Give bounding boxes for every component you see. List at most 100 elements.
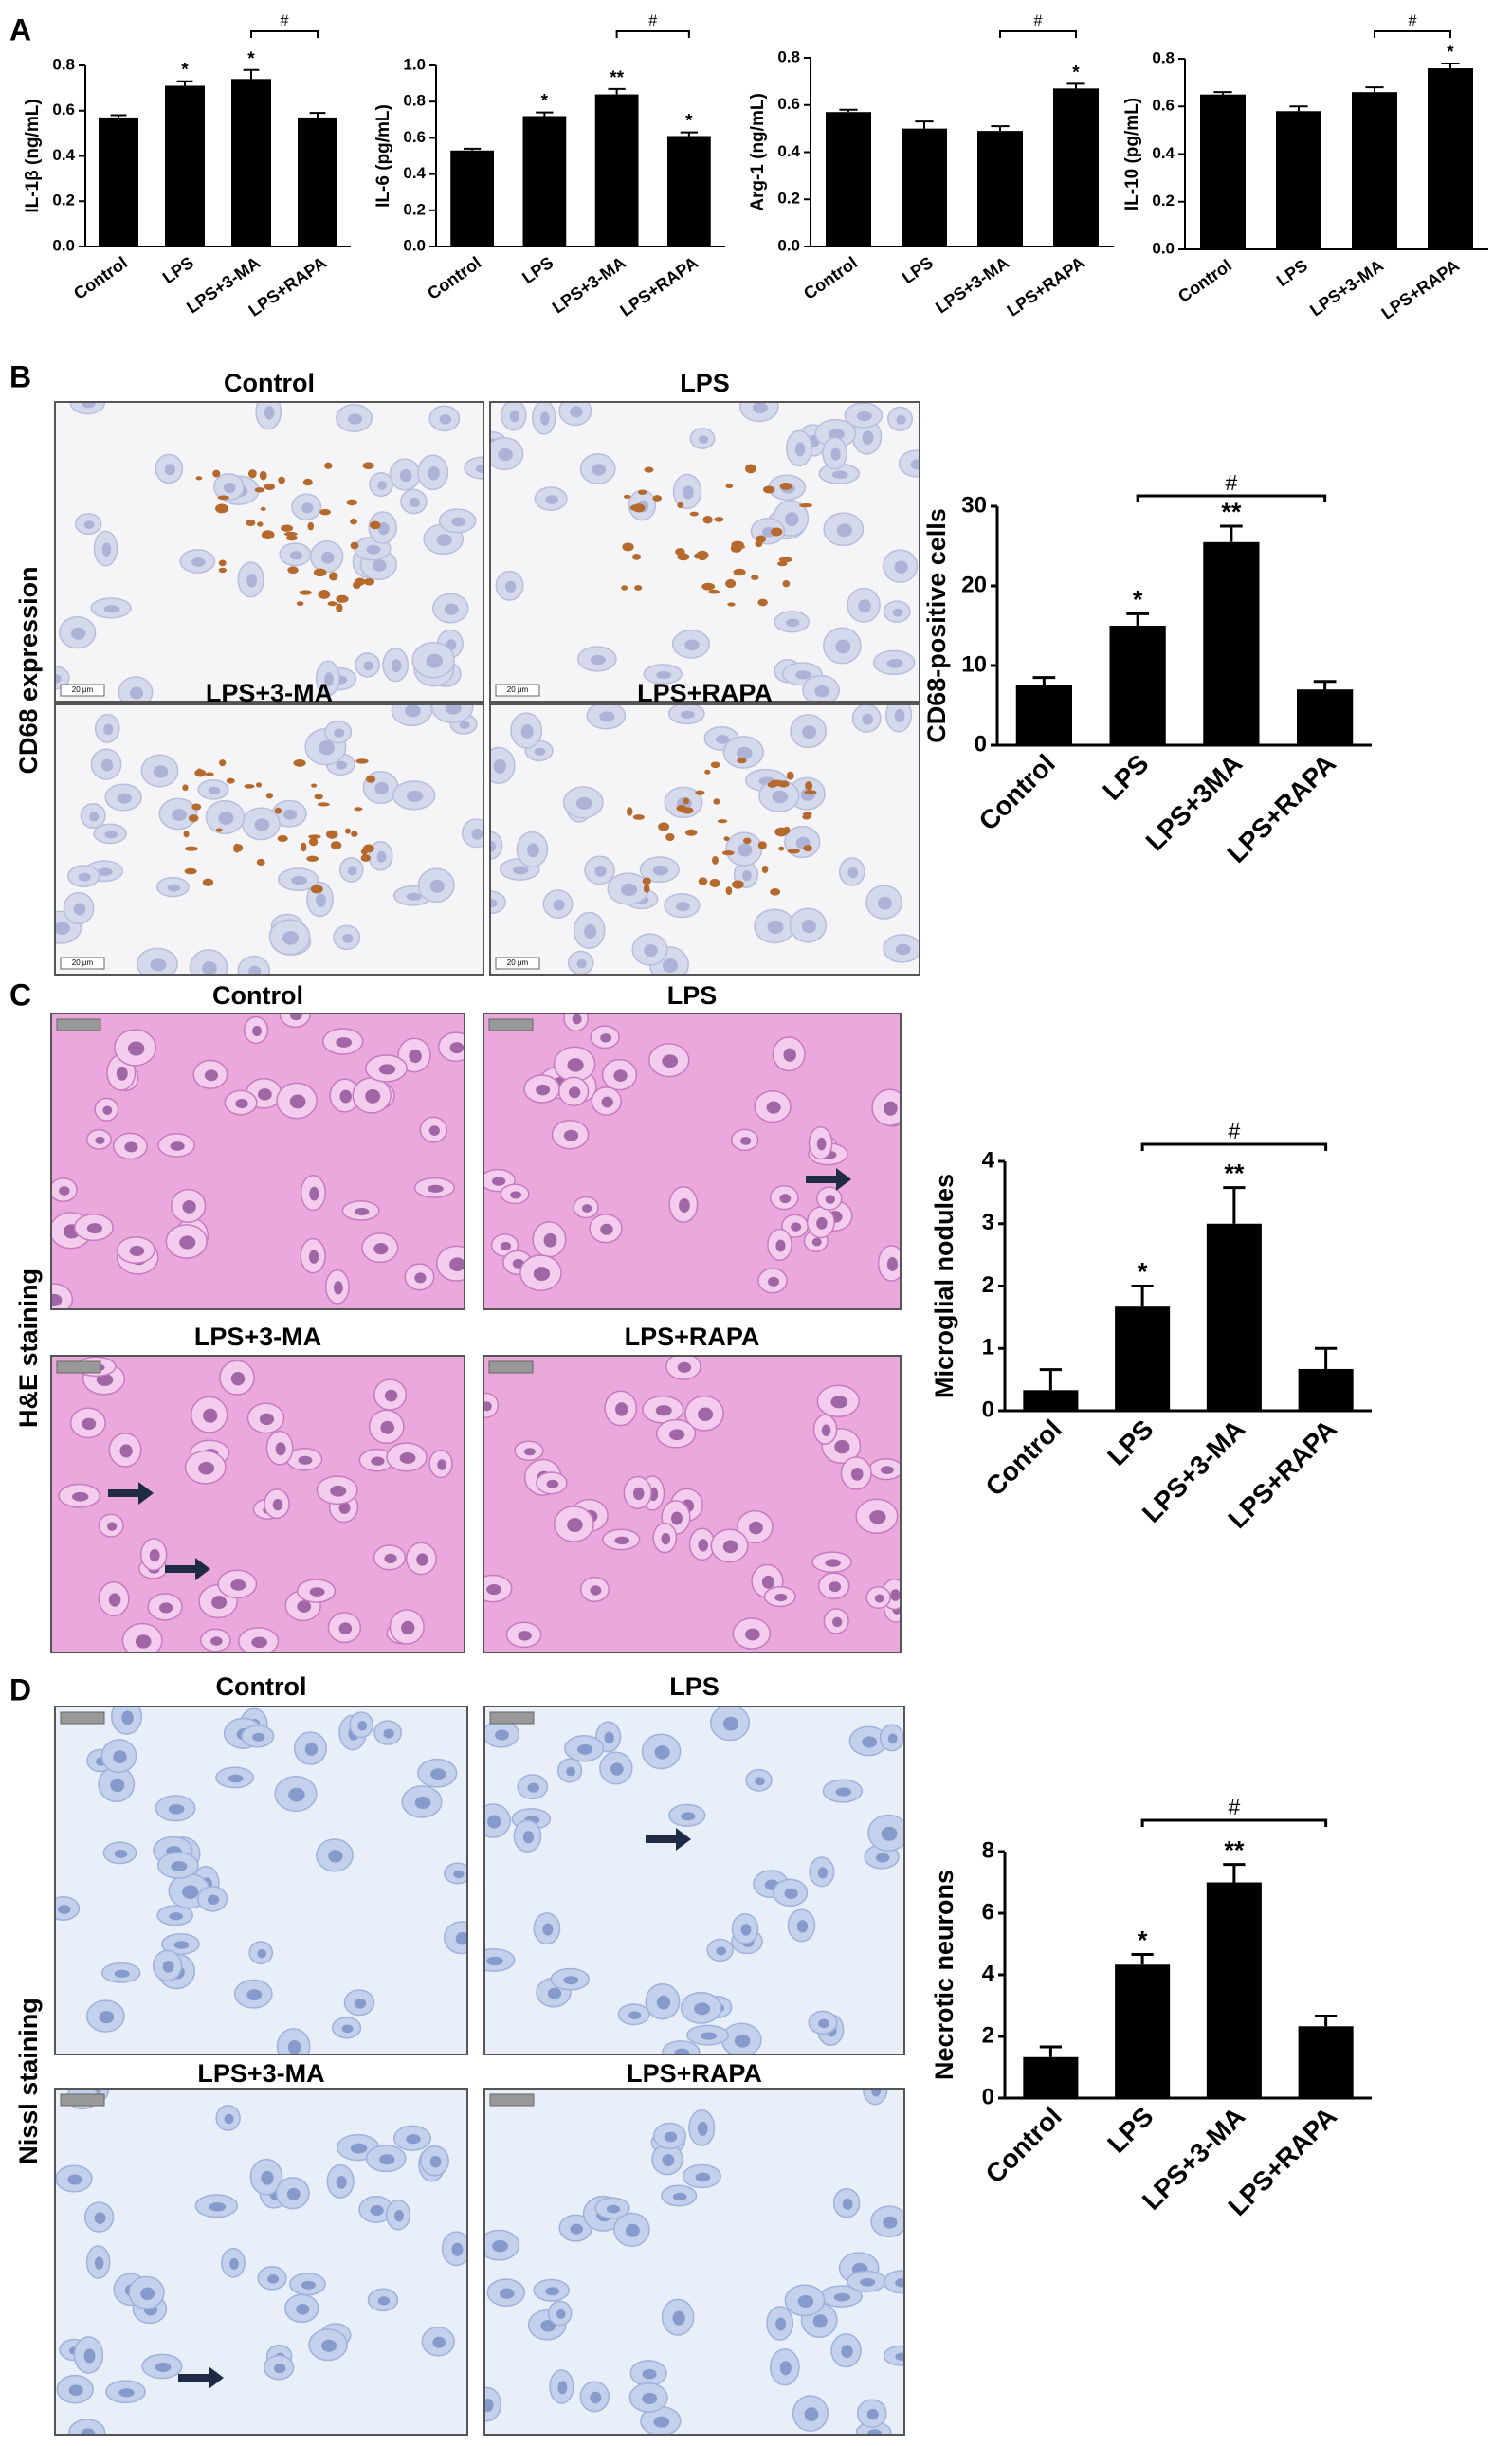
bar bbox=[99, 117, 138, 246]
bar bbox=[450, 150, 494, 246]
nucleus bbox=[95, 1136, 105, 1144]
nucleus bbox=[261, 2170, 274, 2185]
nucleus bbox=[563, 1976, 579, 1985]
y-tick-label: 0.0 bbox=[777, 236, 800, 254]
nucleus bbox=[632, 1487, 645, 1501]
nucleus bbox=[786, 618, 800, 628]
bar bbox=[1109, 626, 1166, 745]
stain bbox=[327, 601, 337, 607]
nucleus bbox=[835, 1787, 852, 1797]
stain bbox=[256, 858, 265, 867]
scale-bar-label: 20 μm bbox=[72, 958, 94, 967]
nucleus bbox=[459, 721, 470, 729]
nucleus bbox=[684, 639, 700, 651]
stain bbox=[236, 844, 244, 852]
nucleus bbox=[171, 1861, 188, 1871]
bar bbox=[1297, 689, 1354, 745]
nucleus bbox=[556, 2309, 566, 2319]
nucleus bbox=[129, 686, 144, 700]
nucleus bbox=[135, 1634, 152, 1649]
stain bbox=[299, 590, 312, 595]
nucleus bbox=[566, 1766, 576, 1777]
nucleus bbox=[878, 896, 892, 910]
stain bbox=[196, 768, 203, 776]
nucleus bbox=[71, 627, 86, 640]
error-bar bbox=[1315, 2015, 1338, 2027]
nucleus bbox=[182, 1885, 199, 1899]
micrograph-content bbox=[484, 1707, 904, 2054]
nucleus bbox=[399, 468, 412, 483]
bar bbox=[1298, 2026, 1354, 2098]
nucleus bbox=[380, 1420, 394, 1434]
bracket-label: # bbox=[1409, 12, 1417, 29]
nucleus bbox=[246, 574, 257, 588]
nucleus bbox=[114, 1849, 128, 1858]
stain bbox=[736, 544, 746, 549]
nucleus bbox=[794, 442, 806, 457]
nucleus bbox=[102, 1105, 113, 1115]
bar bbox=[1015, 685, 1072, 745]
stain bbox=[317, 802, 330, 807]
nucleus bbox=[715, 735, 730, 744]
nucleus bbox=[230, 1579, 246, 1591]
y-tick-label: 20 bbox=[961, 572, 987, 597]
error-bar bbox=[1365, 86, 1384, 93]
error-bar bbox=[176, 80, 193, 86]
nucleus bbox=[229, 2257, 239, 2270]
nucleus bbox=[289, 551, 302, 560]
bar bbox=[1276, 111, 1321, 250]
scale-bar-box bbox=[56, 1018, 101, 1031]
arrow bbox=[165, 1558, 210, 1580]
micrograph-frame bbox=[54, 703, 484, 976]
nucleus bbox=[510, 1191, 522, 1199]
error-bar bbox=[1126, 612, 1149, 626]
nucleus bbox=[252, 1732, 265, 1742]
stain bbox=[727, 602, 736, 607]
y-tick-label: 0 bbox=[982, 1396, 994, 1422]
nucleus bbox=[784, 1888, 798, 1899]
significance-marker: * bbox=[1138, 1258, 1148, 1287]
x-tick-label: LPS+RAPA bbox=[1378, 256, 1463, 323]
nucleus bbox=[429, 2155, 442, 2168]
nucleus bbox=[357, 1721, 368, 1731]
stain bbox=[733, 568, 746, 576]
nucleus bbox=[801, 919, 817, 934]
y-tick-label: 0.6 bbox=[52, 100, 75, 119]
error-bar bbox=[1289, 105, 1308, 112]
nucleus bbox=[289, 1013, 302, 1021]
nucleus bbox=[354, 1207, 370, 1215]
significance-bracket bbox=[250, 30, 319, 38]
nucleus bbox=[796, 1920, 809, 1933]
stain bbox=[183, 831, 190, 838]
nucleus bbox=[567, 1518, 583, 1532]
nucleus bbox=[577, 1743, 593, 1755]
nucleus bbox=[170, 1141, 185, 1151]
y-tick-label: 2 bbox=[982, 2022, 994, 2048]
stain bbox=[287, 566, 299, 575]
nucleus bbox=[830, 447, 841, 461]
nucleus bbox=[841, 2345, 853, 2359]
nucleus bbox=[86, 1223, 103, 1234]
nucleus bbox=[167, 884, 181, 892]
nucleus bbox=[487, 1815, 501, 1829]
nucleus bbox=[334, 728, 345, 738]
nucleus bbox=[850, 1468, 864, 1481]
nucleus bbox=[97, 867, 113, 877]
error-bar bbox=[1131, 1953, 1154, 1965]
nucleus bbox=[82, 402, 96, 409]
micrograph-frame bbox=[489, 703, 920, 976]
bar bbox=[977, 131, 1023, 246]
x-tick-label: LPS bbox=[1102, 1415, 1158, 1471]
nucleus bbox=[493, 758, 506, 774]
nucleus bbox=[671, 1511, 683, 1525]
significance-marker: * bbox=[685, 112, 693, 132]
y-tick-label: 0.2 bbox=[403, 200, 426, 218]
significance-marker: * bbox=[1138, 1926, 1148, 1955]
stain bbox=[799, 503, 813, 508]
nucleus bbox=[164, 464, 175, 476]
nucleus bbox=[738, 843, 753, 857]
micrograph-content bbox=[51, 1013, 465, 1309]
stain bbox=[274, 807, 282, 814]
nucleus bbox=[533, 1267, 551, 1282]
nucleus bbox=[363, 661, 373, 671]
